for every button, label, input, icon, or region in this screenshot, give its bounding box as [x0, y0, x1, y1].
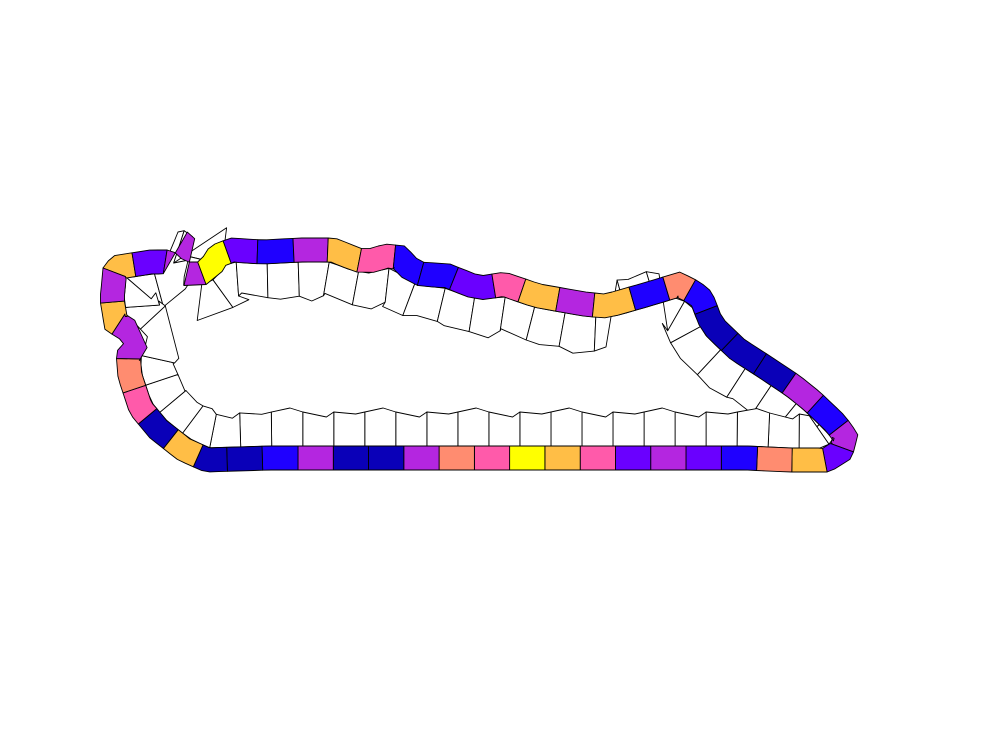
outer-cell [297, 445, 334, 471]
inner-cell [674, 411, 707, 447]
inner-cell [235, 261, 269, 299]
inner-cell [351, 267, 390, 310]
inner-cell [239, 411, 273, 448]
outer-cell [591, 286, 637, 319]
outer-cell [403, 445, 440, 471]
inner-cell [612, 411, 645, 447]
outer-cell [685, 445, 722, 471]
inner-cell [767, 412, 800, 449]
outer-cell [720, 445, 759, 471]
inner-cell [643, 407, 676, 447]
inner-cell [426, 411, 459, 447]
inner-cell [550, 407, 583, 447]
inner-cell [581, 411, 614, 447]
inner-cell [266, 261, 300, 300]
inner-cell [333, 411, 366, 447]
outer-cell [650, 445, 687, 471]
inner-cell [488, 411, 521, 447]
inner-cell-ring [123, 227, 834, 452]
outer-cell [756, 446, 793, 473]
inner-cell [395, 411, 428, 447]
inner-cell [364, 407, 397, 447]
outer-cell [615, 445, 652, 471]
outer-cell [555, 287, 596, 318]
outer-cell [261, 445, 299, 471]
outer-cell [473, 445, 511, 471]
outer-cell [332, 445, 369, 471]
outer-cell [292, 237, 329, 263]
outer-cell [226, 445, 264, 472]
inner-cell [705, 411, 738, 447]
outer-cell [579, 445, 616, 471]
inner-cell [270, 407, 304, 447]
outer-cell [791, 447, 828, 473]
inner-cell [558, 312, 597, 354]
inner-cell [302, 411, 335, 447]
outer-cell [256, 237, 295, 265]
inner-cell [457, 407, 490, 447]
inner-cell [519, 411, 552, 447]
inner-cell [468, 296, 506, 339]
inner-cell [736, 408, 771, 448]
outer-cell [509, 445, 546, 471]
outer-cell [100, 267, 127, 304]
outer-cell [438, 445, 475, 471]
inner-cell [297, 261, 330, 302]
outer-cell [368, 445, 405, 471]
outer-cell [131, 249, 168, 277]
outer-cell [544, 445, 581, 471]
outer-colored-ring [100, 231, 859, 473]
outer-cell [356, 243, 397, 273]
